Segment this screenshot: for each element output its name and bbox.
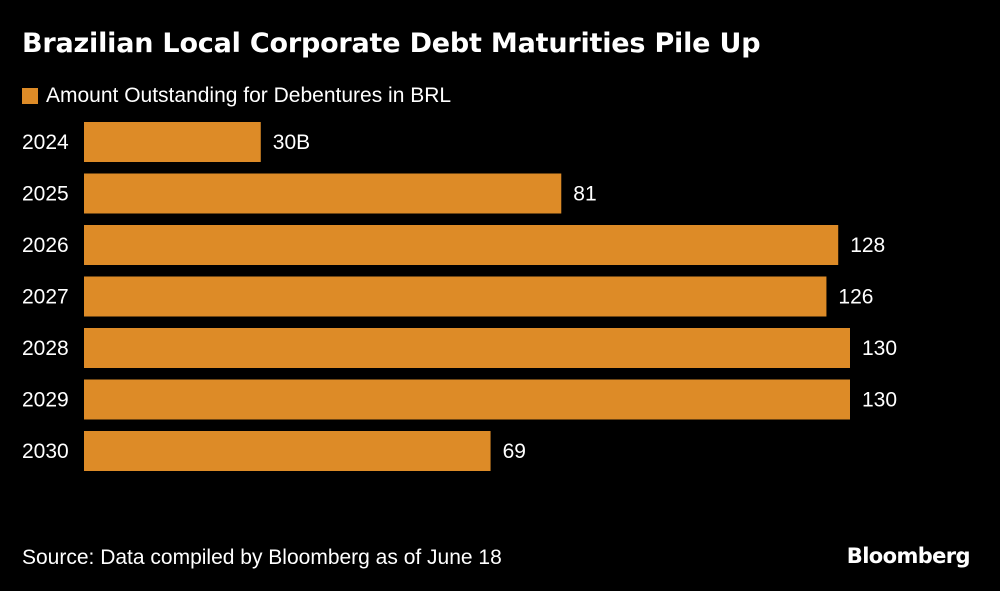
- value-label-2028: 130: [862, 337, 897, 360]
- bar-2026: [84, 225, 839, 265]
- category-label-2027: 2027: [22, 286, 69, 309]
- value-label-2027: 126: [838, 286, 873, 309]
- value-label-2030: 69: [503, 440, 526, 463]
- category-label-2026: 2026: [22, 234, 69, 257]
- bar-2024: [84, 122, 261, 162]
- category-label-2024: 2024: [22, 131, 69, 154]
- category-label-2028: 2028: [22, 337, 69, 360]
- category-label-2025: 2025: [22, 183, 69, 206]
- value-label-2025: 81: [573, 183, 596, 206]
- value-label-2024: 30B: [273, 131, 310, 154]
- bar-2025: [84, 173, 562, 214]
- legend: Amount Outstanding for Debentures in BRL: [22, 84, 451, 108]
- value-label-2029: 130: [862, 389, 897, 412]
- legend-swatch: [22, 88, 38, 104]
- bar-2027: [84, 276, 827, 317]
- chart-title: Brazilian Local Corporate Debt Maturitie…: [22, 28, 761, 59]
- bar-2028: [84, 328, 850, 368]
- bar-2030: [84, 431, 491, 471]
- category-label-2029: 2029: [22, 389, 69, 412]
- category-label-2030: 2030: [22, 440, 69, 463]
- legend-label: Amount Outstanding for Debentures in BRL: [46, 84, 452, 107]
- bars-group: 2024 30B 2025 81 2026 128 2027 126 2028 130 2029 13…: [22, 122, 897, 471]
- bloomberg-logo: Bloomberg: [846, 544, 971, 568]
- bar-2029: [84, 379, 850, 420]
- value-label-2026: 128: [850, 234, 885, 257]
- source-note: Source: Data compiled by Bloomberg as of…: [22, 546, 502, 569]
